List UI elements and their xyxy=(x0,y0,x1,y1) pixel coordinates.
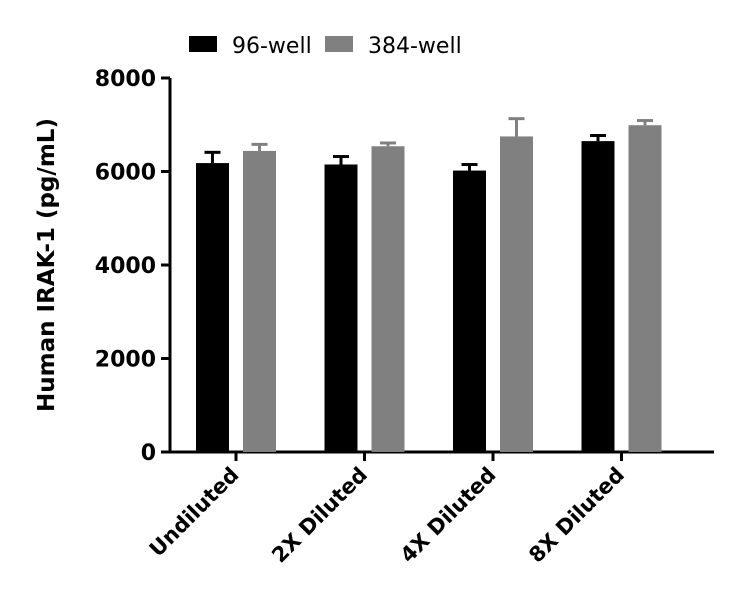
y-tick-label: 6000 xyxy=(95,161,156,186)
bar-96-well-Undiluted xyxy=(196,163,229,452)
bar-96-well-4X-Diluted xyxy=(453,170,486,452)
x-tick-label: 2X Diluted xyxy=(267,463,372,568)
y-tick-label: 0 xyxy=(141,441,156,466)
legend-label: 384-well xyxy=(368,34,462,59)
x-tick-label: Undiluted xyxy=(145,463,244,562)
y-axis-label: Human IRAK-1 (pg/mL) xyxy=(34,118,60,412)
legend-swatch xyxy=(325,36,353,52)
bar-384-well-Undiluted xyxy=(243,150,276,452)
x-tick-label: 8X Diluted xyxy=(524,463,629,568)
bar-384-well-2X-Diluted xyxy=(371,146,405,452)
bar-96-well-2X-Diluted xyxy=(324,164,358,453)
x-tick-label: 4X Diluted xyxy=(396,463,501,568)
legend-label: 96-well xyxy=(232,34,312,59)
y-tick-label: 2000 xyxy=(95,348,156,373)
y-tick-label: 4000 xyxy=(95,254,156,279)
bar-384-well-8X-Diluted xyxy=(628,125,662,452)
y-tick-label: 8000 xyxy=(95,67,156,92)
bar-384-well-4X-Diluted xyxy=(500,136,533,452)
legend-swatch xyxy=(189,36,217,52)
bar-96-well-8X-Diluted xyxy=(581,141,615,453)
